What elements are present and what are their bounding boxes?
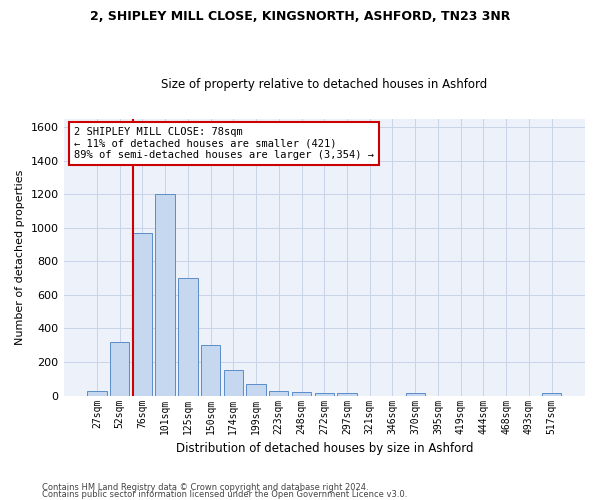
Bar bbox=[178, 278, 197, 396]
Bar bbox=[314, 393, 334, 396]
Bar bbox=[201, 346, 220, 396]
Text: 2, SHIPLEY MILL CLOSE, KINGSNORTH, ASHFORD, TN23 3NR: 2, SHIPLEY MILL CLOSE, KINGSNORTH, ASHFO… bbox=[90, 10, 510, 23]
Text: Contains HM Land Registry data © Crown copyright and database right 2024.: Contains HM Land Registry data © Crown c… bbox=[42, 484, 368, 492]
Bar bbox=[542, 393, 561, 396]
Y-axis label: Number of detached properties: Number of detached properties bbox=[15, 170, 25, 345]
Bar bbox=[155, 194, 175, 396]
Bar bbox=[133, 232, 152, 396]
X-axis label: Distribution of detached houses by size in Ashford: Distribution of detached houses by size … bbox=[176, 442, 473, 455]
Text: 2 SHIPLEY MILL CLOSE: 78sqm
← 11% of detached houses are smaller (421)
89% of se: 2 SHIPLEY MILL CLOSE: 78sqm ← 11% of det… bbox=[74, 127, 374, 160]
Text: Contains public sector information licensed under the Open Government Licence v3: Contains public sector information licen… bbox=[42, 490, 407, 499]
Title: Size of property relative to detached houses in Ashford: Size of property relative to detached ho… bbox=[161, 78, 487, 91]
Bar bbox=[87, 390, 107, 396]
Bar bbox=[269, 390, 289, 396]
Bar bbox=[406, 393, 425, 396]
Bar bbox=[110, 342, 130, 396]
Bar bbox=[292, 392, 311, 396]
Bar bbox=[247, 384, 266, 396]
Bar bbox=[224, 370, 243, 396]
Bar bbox=[337, 393, 356, 396]
